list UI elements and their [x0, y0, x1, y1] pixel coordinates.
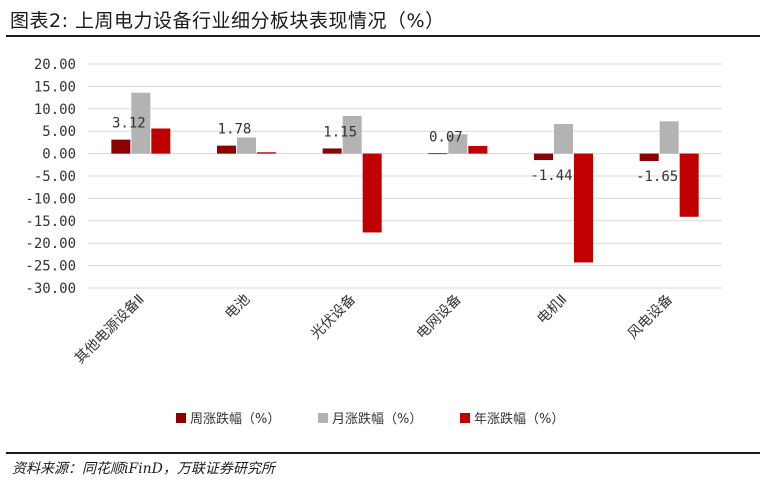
weekly-data-label: 1.78 [218, 122, 252, 138]
legend-swatch [318, 413, 328, 423]
yearly-change-bar [574, 153, 593, 263]
y-tick-label: -5.00 [34, 169, 76, 185]
category-label: 风电设备 [624, 291, 676, 343]
category-label: 光伏设备 [307, 291, 359, 343]
weekly-change-bar [639, 153, 659, 161]
y-tick-label: 5.00 [42, 124, 76, 140]
y-tick-label: -10.00 [25, 191, 76, 207]
legend-label: 月涨跌幅（%） [332, 411, 422, 427]
weekly-data-label: 0.07 [429, 129, 463, 145]
yearly-change-bar [679, 153, 699, 217]
weekly-change-bar [322, 148, 342, 154]
monthly-change-bar [554, 124, 573, 154]
source-note: 资料来源：同花顺iFinD，万联证券研究所 [12, 461, 275, 477]
legend-swatch [176, 413, 186, 423]
monthly-change-bar [659, 121, 679, 154]
y-tick-label: -20.00 [25, 236, 76, 252]
weekly-change-bar [428, 153, 448, 155]
y-tick-label: 10.00 [34, 102, 76, 118]
category-label: 其他电源设备Ⅱ [71, 291, 147, 367]
yearly-change-bar [151, 128, 171, 154]
category-label: 电池 [222, 292, 253, 323]
chart-title: 图表2: 上周电力设备行业细分板块表现情况（%） [10, 10, 445, 32]
yearly-change-bar [257, 152, 276, 154]
legend-swatch [460, 413, 470, 423]
weekly-change-bar [534, 153, 553, 161]
y-tick-label: 0.00 [42, 147, 76, 163]
monthly-change-bar [237, 137, 256, 154]
y-tick-label: 20.00 [34, 57, 76, 73]
monthly-change-bar [342, 115, 362, 154]
category-label: 电机Ⅱ [534, 292, 570, 328]
weekly-change-bar [217, 145, 236, 154]
monthly-change-bar [448, 134, 468, 154]
y-tick-label: 15.00 [34, 79, 76, 95]
y-tick-label: -30.00 [25, 281, 76, 297]
category-label: 电网设备 [413, 291, 465, 343]
monthly-change-bar [131, 92, 151, 154]
yearly-change-bar [468, 145, 488, 154]
legend-label: 周涨跌幅（%） [190, 411, 280, 427]
bar-chart: 20.00 15.00 10.00 5.00 0.00 -5.00 -10.00 -15.00… [25, 57, 722, 427]
y-tick-label: -25.00 [25, 259, 76, 275]
top-rule [6, 35, 760, 37]
yearly-change-bar [362, 153, 382, 233]
weekly-data-label: 1.15 [323, 124, 357, 140]
bottom-rule [6, 452, 760, 454]
weekly-change-bar [111, 139, 131, 154]
weekly-data-label: -1.44 [530, 168, 572, 184]
weekly-data-label: -1.65 [636, 169, 678, 185]
legend-label: 年涨跌幅（%） [474, 411, 564, 427]
weekly-data-label: 3.12 [112, 116, 146, 132]
y-tick-label: -15.00 [25, 214, 76, 230]
